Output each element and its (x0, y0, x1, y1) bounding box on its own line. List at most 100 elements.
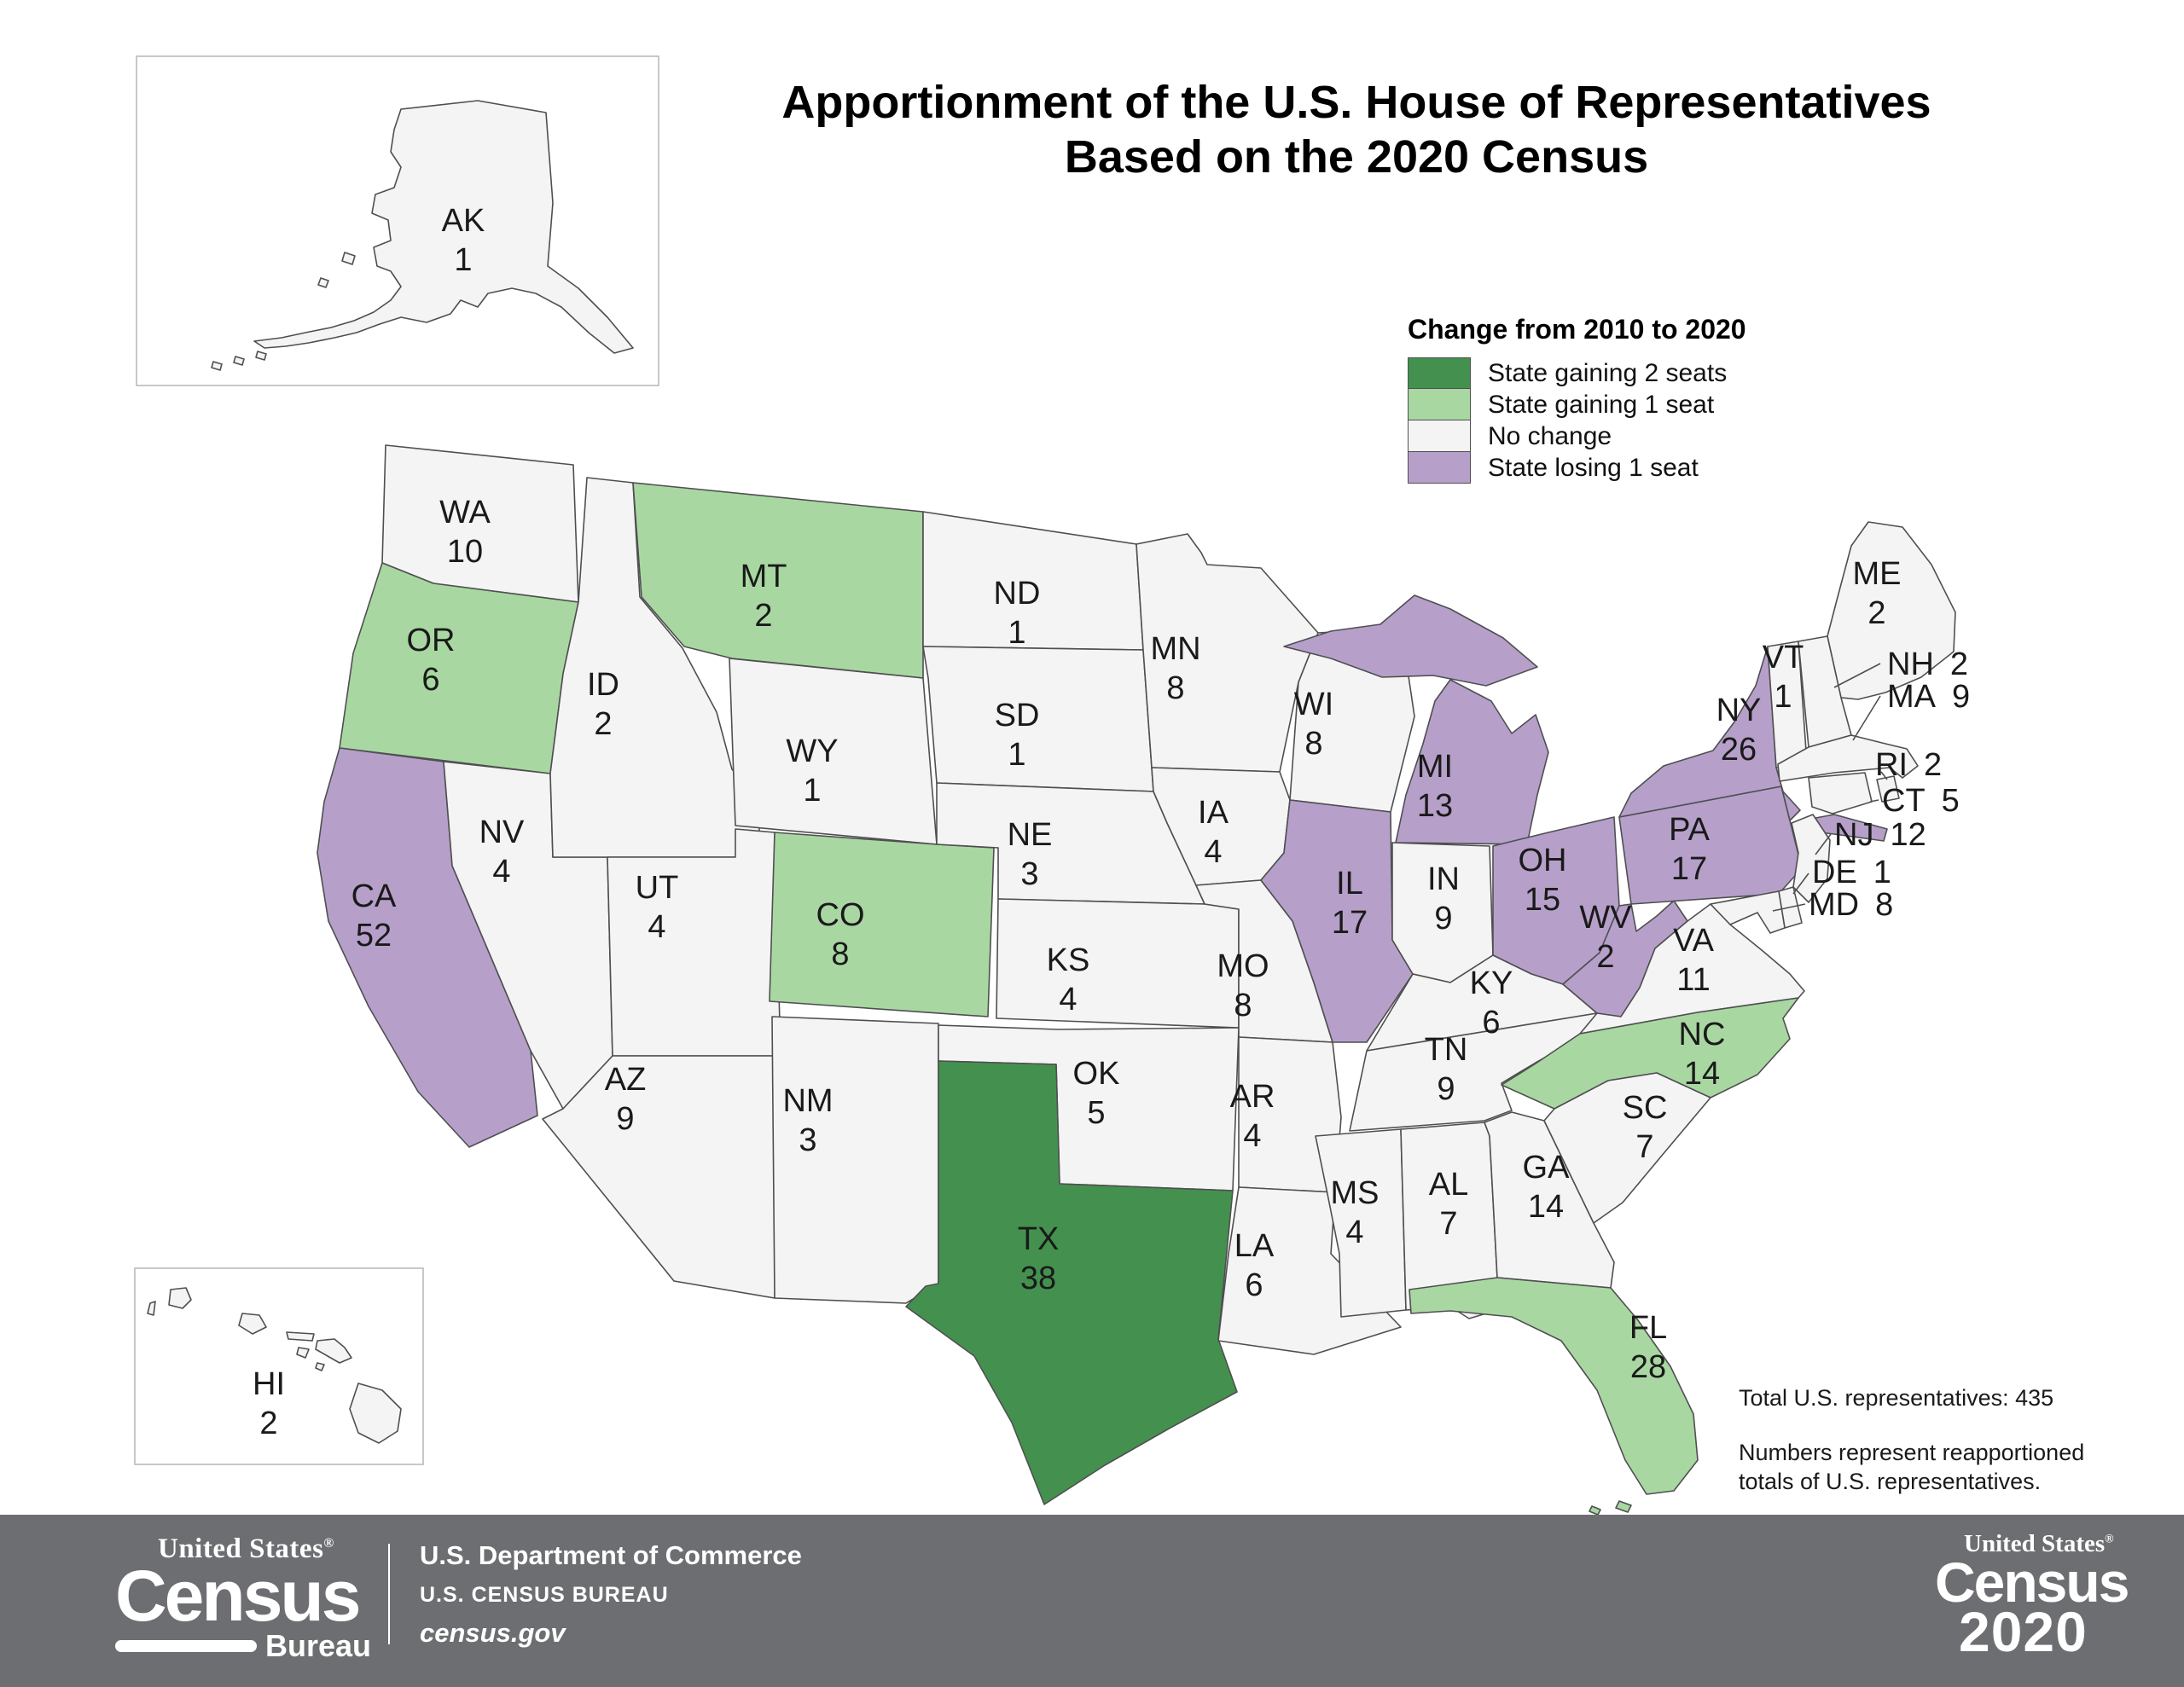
state-seats-nv: 4 (492, 854, 510, 890)
state-label-ks: KS (1047, 942, 1090, 978)
census-bureau-logo-sub: Bureau (264, 1628, 371, 1663)
state-seats-or: 6 (421, 662, 439, 698)
state-shape-md (1710, 890, 1786, 934)
state-label-nc: NC (1679, 1017, 1726, 1052)
state-label-ny: NY (1716, 693, 1762, 728)
state-label-ar: AR (1230, 1079, 1275, 1115)
state-label-ok: OK (1073, 1056, 1120, 1092)
state-label-nj: NJ 12 (1834, 817, 1926, 853)
legend: Change from 2010 to 2020 State gaining 2… (1408, 314, 1746, 484)
footer-bar: United States® Census Bureau U.S. Depart… (0, 1515, 2184, 1687)
state-seats-wv: 2 (1596, 939, 1614, 975)
state-shape-ga (1484, 1111, 1615, 1289)
leader-line-ct (1869, 799, 1879, 803)
legend-swatch-none (1408, 420, 1471, 452)
state-label-ga: GA (1523, 1150, 1571, 1186)
dept-commerce-text: U.S. Department of Commerce (420, 1540, 802, 1570)
state-seats-ks: 4 (1059, 982, 1077, 1017)
total-representatives-note: Total U.S. representatives: 435 (1739, 1385, 2054, 1411)
footer-divider (388, 1544, 390, 1644)
state-shape-az (542, 1055, 781, 1299)
state-seats-sd: 1 (1008, 737, 1025, 773)
legend-item-none: No change (1408, 420, 1746, 452)
state-label-or: OR (407, 623, 456, 658)
legend-label-gain2: State gaining 2 seats (1488, 358, 1728, 387)
state-seats-ny: 26 (1721, 732, 1757, 768)
state-seats-ga: 14 (1528, 1189, 1564, 1225)
state-label-ri: RI 2 (1875, 747, 1942, 783)
state-seats-nc: 14 (1684, 1056, 1720, 1092)
state-label-co: CO (816, 897, 865, 933)
state-shape-ks (996, 898, 1240, 1029)
state-seats-mn: 8 (1166, 670, 1184, 706)
state-seats-wa: 10 (447, 534, 483, 570)
state-shape-nh (1798, 635, 1852, 748)
state-shape-ak (211, 100, 634, 371)
state-label-me: ME (1853, 556, 1902, 592)
state-seats-me: 2 (1867, 595, 1885, 631)
state-label-mo: MO (1217, 948, 1269, 984)
state-label-nv: NV (479, 815, 525, 850)
state-label-ak: AK (442, 203, 485, 239)
census-2020-logo-year: 2020 (1959, 1600, 2088, 1663)
state-seats-ky: 6 (1482, 1005, 1500, 1041)
state-seats-ia: 4 (1204, 834, 1222, 870)
state-label-il: IL (1336, 866, 1363, 901)
state-seats-tn: 9 (1437, 1071, 1455, 1107)
state-label-la: LA (1234, 1228, 1275, 1264)
state-label-md: MD 8 (1809, 887, 1893, 923)
state-seats-ca: 52 (356, 918, 392, 954)
page-title-line2: Based on the 2020 Census (1064, 131, 1649, 183)
state-shape-nj (1791, 814, 1831, 903)
leader-line-de (1792, 872, 1809, 895)
leader-line-ri (1880, 771, 1888, 780)
state-seats-ut: 4 (648, 909, 665, 945)
legend-swatch-gain1 (1408, 389, 1471, 420)
map-notes: Total U.S. representatives: 435 Numbers … (1739, 1383, 2097, 1496)
legend-label-none: No change (1488, 421, 1612, 450)
leader-line-ma (1852, 695, 1881, 741)
census-2020-logo: United States® Census 2020 (1935, 1530, 2129, 1663)
state-label-ct: CT 5 (1882, 783, 1960, 819)
page-title: Apportionment of the U.S. House of Repre… (546, 75, 2167, 184)
state-seats-sc: 7 (1635, 1129, 1653, 1165)
state-seats-wi: 8 (1304, 726, 1322, 762)
state-label-hi: HI (253, 1366, 285, 1402)
state-label-al: AL (1429, 1167, 1468, 1203)
state-shape-ri (1876, 775, 1900, 803)
census-bureau-logo-top: United States® (158, 1533, 334, 1564)
state-seats-co: 8 (831, 936, 849, 972)
census-2020-logo-top: United States® (1964, 1530, 2114, 1557)
legend-label-gain1: State gaining 1 seat (1488, 390, 1715, 419)
numbers-note-line1: Numbers represent reapportioned (1739, 1440, 2085, 1465)
state-seats-fl: 28 (1630, 1349, 1666, 1385)
legend-item-gain1: State gaining 1 seat (1408, 389, 1746, 420)
state-seats-wy: 1 (803, 773, 821, 809)
state-label-de: DE 1 (1812, 855, 1891, 890)
leader-line-nh (1833, 663, 1881, 688)
state-seats-mo: 8 (1234, 988, 1252, 1023)
state-seats-id: 2 (594, 706, 612, 742)
state-label-ne: NE (1008, 817, 1053, 853)
state-shape-sc (1543, 1072, 1711, 1224)
legend-swatch-lose1 (1408, 452, 1471, 484)
state-shape-mi (1283, 594, 1549, 845)
state-label-az: AZ (605, 1062, 647, 1098)
state-seats-ak: 1 (454, 242, 472, 278)
state-label-nm: NM (782, 1083, 833, 1119)
state-shape-tx (905, 1060, 1238, 1505)
state-label-va: VA (1673, 923, 1715, 959)
state-label-wy: WY (786, 733, 838, 769)
state-shape-co (769, 832, 995, 1017)
state-seats-nm: 3 (799, 1122, 816, 1158)
state-label-id: ID (587, 667, 619, 703)
state-label-wv: WV (1579, 900, 1632, 936)
state-label-mt: MT (741, 559, 787, 594)
census-bureau-logo: United States® Census Bureau (115, 1533, 371, 1664)
census-2020-logo-main: Census (1935, 1551, 2129, 1614)
state-label-sd: SD (995, 698, 1040, 733)
state-seats-tx: 38 (1020, 1261, 1056, 1296)
state-shape-hi (147, 1287, 402, 1444)
state-shape-ut (607, 828, 781, 1057)
